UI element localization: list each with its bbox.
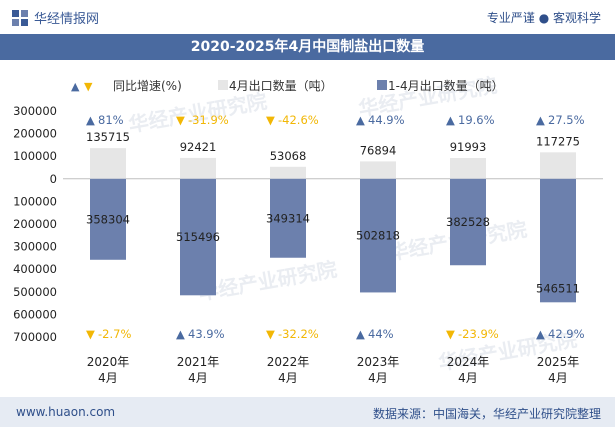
y-tick-label: 300000 (13, 240, 57, 254)
growth-label-jan-apr: 44% (368, 327, 394, 341)
y-axis: 300000 200000 100000 0 100000 200000 300000 400… (13, 104, 603, 344)
brand-logo-icon (12, 9, 28, 26)
legend-swatch-april (218, 80, 228, 90)
y-tick-label: 300000 (13, 104, 57, 118)
y-tick-label: 200000 (13, 217, 57, 231)
footer-source: 数据来源：中国海关，华经产业研究院整理 (372, 407, 601, 421)
bar-jan-apr (180, 178, 216, 296)
legend-label-jan-apr: 1-4月出口数量（吨） (388, 78, 504, 93)
legend-up-triangle-icon: ▲ (71, 80, 80, 93)
bar-jan-apr (90, 178, 126, 260)
bar-april (270, 166, 306, 179)
growth-arrow-april-icon: ▲ (356, 113, 365, 127)
title-bar: 2020-2025年4月中国制盐出口数量 (0, 34, 615, 60)
data-label-april: 117275 (536, 134, 580, 148)
data-label-april: 91993 (450, 140, 487, 154)
y-tick-label: 500000 (13, 285, 57, 299)
chart-title: 2020-2025年4月中国制盐出口数量 (190, 39, 425, 55)
y-tick-label: 0 (50, 172, 57, 186)
bar-april (450, 158, 486, 179)
data-label-jan-apr: 358304 (86, 212, 130, 226)
data-label-april: 76894 (360, 143, 397, 157)
data-label-jan-apr: 502818 (356, 229, 400, 243)
y-tick-label: 400000 (13, 262, 57, 276)
x-axis: 2020年 4月 2021年 4月 2022年 4月 2023年 4月 2024年 4月 2025年… (87, 355, 580, 385)
data-label-april: 135715 (86, 130, 130, 144)
legend-label-growth: 同比增速(%) (113, 79, 182, 93)
bar-april (180, 157, 216, 179)
growth-label-april: 44.9% (368, 113, 405, 127)
y-tick-label: 100000 (13, 149, 57, 163)
growth-arrow-jan-apr-icon: ▲ (176, 327, 185, 341)
growth-label-jan-apr: 43.9% (188, 327, 225, 341)
bar-jan-apr (270, 178, 306, 258)
bar-jan-apr (360, 178, 396, 293)
growth-arrow-jan-apr-icon: ▲ (356, 327, 365, 341)
data-label-jan-apr: 515496 (176, 230, 220, 244)
growth-arrow-april-icon: ▼ (266, 113, 275, 127)
brand-name: 华经情报网 (34, 12, 100, 27)
growth-arrow-april-icon: ▼ (176, 113, 185, 127)
brand[interactable]: 华经情报网 (12, 8, 99, 27)
growth-label-jan-apr: -2.7% (98, 327, 131, 341)
data-label-april: 92421 (180, 140, 217, 154)
y-tick-label: 700000 (13, 330, 57, 344)
legend-swatch-jan-apr (377, 80, 387, 90)
growth-arrow-april-icon: ▲ (536, 113, 545, 127)
category-label: 4月 (548, 371, 568, 385)
data-label-april: 53068 (270, 149, 307, 163)
growth-label-april: -31.9% (188, 113, 229, 127)
legend-label-april: 4月出口数量（吨） (229, 78, 333, 93)
category-label: 4月 (188, 371, 208, 385)
category-label: 2024年 (447, 355, 490, 369)
growth-arrow-jan-apr-icon: ▲ (536, 327, 545, 341)
y-tick-label: 100000 (13, 194, 57, 208)
data-label-jan-apr: 382528 (446, 215, 490, 229)
category-label: 4月 (278, 371, 298, 385)
category-label: 2020年 (87, 355, 130, 369)
data-label-jan-apr: 349314 (266, 211, 310, 225)
legend-down-triangle-icon: ▼ (84, 80, 93, 93)
footer: www.huaon.com 数据来源：中国海关，华经产业研究院整理 (0, 397, 615, 427)
category-label: 2025年 (537, 355, 580, 369)
data-label-jan-apr: 546511 (536, 282, 580, 296)
tagline: 专业严谨 ● 客观科学 (486, 11, 601, 25)
growth-label-jan-apr: 42.9% (548, 327, 585, 341)
growth-arrow-april-icon: ▲ (446, 113, 455, 127)
growth-arrow-jan-apr-icon: ▼ (446, 327, 455, 341)
growth-label-april: 81% (98, 113, 124, 127)
category-label: 2021年 (177, 355, 220, 369)
bar-jan-apr (540, 178, 576, 303)
growth-label-jan-apr: -32.2% (278, 327, 319, 341)
category-label: 4月 (368, 371, 388, 385)
watermark-text: 华经产业研究院 (197, 257, 339, 305)
growth-label-april: 19.6% (458, 113, 495, 127)
category-label: 2022年 (267, 355, 310, 369)
category-label: 2023年 (357, 355, 400, 369)
top-bar: 华经情报网 专业严谨 ● 客观科学 (0, 0, 615, 34)
category-label: 4月 (98, 371, 118, 385)
bars (90, 148, 576, 303)
growth-arrow-jan-apr-icon: ▼ (86, 327, 95, 341)
growth-arrow-jan-apr-icon: ▼ (266, 327, 275, 341)
bar-jan-apr (450, 178, 486, 266)
growth-label-jan-apr: -23.9% (458, 327, 499, 341)
y-tick-label: 200000 (13, 127, 57, 141)
y-tick-label: 600000 (13, 307, 57, 321)
category-label: 4月 (458, 371, 478, 385)
growth-label-april: 27.5% (548, 113, 585, 127)
growth-label-april: -42.6% (278, 113, 319, 127)
bar-april (90, 148, 126, 179)
bar-april (540, 152, 576, 179)
chart: 华经产业研究院华经产业研究院华经产业研究院华经产业研究院华经产业研究院 ▲▼同比… (13, 73, 603, 385)
bar-april (360, 161, 396, 179)
legend: ▲ ▼ 同比增速(%) 4月出口数量（吨） 1-4月出口数量（吨） (71, 78, 504, 93)
growth-arrow-april-icon: ▲ (86, 113, 95, 127)
footer-url[interactable]: www.huaon.com (16, 405, 116, 419)
